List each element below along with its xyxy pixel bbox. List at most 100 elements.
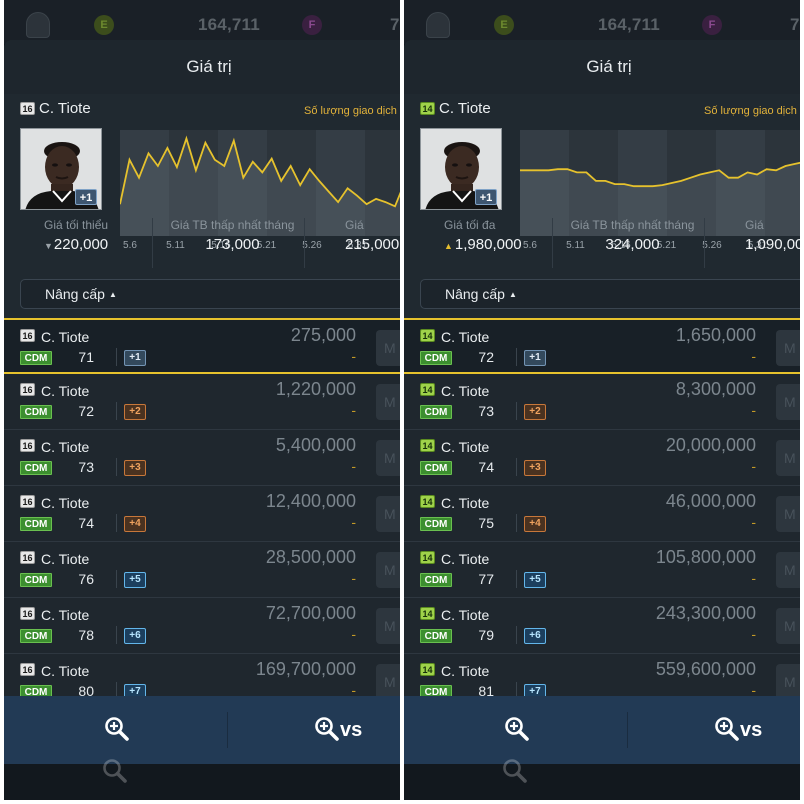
row-divider bbox=[516, 348, 517, 366]
price-value: 46,000,000 bbox=[665, 491, 756, 511]
zoom-in-button[interactable] bbox=[504, 716, 530, 742]
row-divider bbox=[116, 458, 117, 476]
trend-arrow-icon: ▼ bbox=[44, 241, 53, 251]
compare-button[interactable]: vs bbox=[314, 716, 362, 747]
row-action-button[interactable]: M bbox=[376, 496, 400, 532]
price-change: - bbox=[751, 348, 756, 364]
list-item[interactable]: 14 C. Tiote CDM 75 +4 46,000,000 - M bbox=[404, 486, 800, 542]
background-top-bar: E 164,711 F 7 bbox=[404, 0, 800, 44]
stat-label: Giá tối thiểu bbox=[44, 218, 109, 232]
row-action-button[interactable]: M bbox=[776, 496, 800, 532]
chart-area bbox=[520, 162, 800, 236]
list-item[interactable]: 14 C. Tiote CDM 77 +5 105,800,000 - M bbox=[404, 542, 800, 598]
list-item[interactable]: 14 C. Tiote CDM 74 +3 20,000,000 - M bbox=[404, 430, 800, 486]
bottom-action-bar: vs bbox=[4, 696, 400, 764]
stat-value-text: 220,000 bbox=[53, 236, 109, 253]
position-badge: CDM bbox=[20, 405, 52, 419]
stat-min-max-price: Giá tối đa ▲ 1,980,000 bbox=[444, 218, 522, 268]
position-badge: CDM bbox=[20, 351, 52, 365]
row-divider bbox=[516, 514, 517, 532]
upgrade-sort-button[interactable]: Nâng cấp ▲ bbox=[420, 279, 800, 309]
list-item[interactable]: 16 C. Tiote CDM 72 +2 1,220,000 - M bbox=[4, 374, 400, 430]
season-badge-icon: 14 bbox=[420, 663, 435, 676]
list-item[interactable]: 16 C. Tiote CDM 71 +1 275,000 - M bbox=[4, 318, 400, 374]
overall-rating: 73 bbox=[78, 459, 94, 475]
chart-x-tick: 5.11 bbox=[166, 240, 185, 251]
overall-rating: 73 bbox=[478, 403, 494, 419]
player-face-icon bbox=[21, 129, 101, 209]
chart-band bbox=[520, 130, 569, 236]
upgrade-label: Nâng cấp bbox=[445, 286, 505, 302]
row-action-button[interactable]: M bbox=[776, 552, 800, 588]
player-name: C. Tiote bbox=[441, 663, 490, 679]
trend-arrow-icon: ▲ bbox=[444, 241, 453, 251]
price-value: 8,300,000 bbox=[675, 379, 756, 399]
price-value: 5,400,000 bbox=[275, 435, 356, 455]
stat-label: Giá bbox=[745, 218, 764, 232]
zoom-in-button[interactable] bbox=[104, 716, 130, 742]
row-action-button[interactable]: M bbox=[376, 664, 400, 700]
chart-x-tick: 5.16 bbox=[211, 240, 231, 251]
player-name: C. Tiote bbox=[441, 329, 490, 345]
badge-f: F bbox=[702, 15, 722, 35]
player-name: C. Tiote bbox=[41, 495, 90, 511]
badge-f: F bbox=[302, 15, 322, 35]
background-top-bar: E 164,711 F 7 bbox=[4, 0, 400, 44]
price-value: 105,800,000 bbox=[655, 547, 756, 567]
upgrade-price-list: 14 C. Tiote CDM 72 +1 1,650,000 - M 14 C. Tiote CD… bbox=[404, 318, 800, 710]
ghost-zoom-icon bbox=[103, 759, 127, 783]
overall-rating: 80 bbox=[78, 683, 94, 699]
stat-label: Giá bbox=[345, 218, 364, 232]
stat-value: ▲ 1,980,000 bbox=[444, 236, 522, 253]
row-action-button[interactable]: M bbox=[376, 552, 400, 588]
overall-rating: 79 bbox=[478, 627, 494, 643]
row-action-button[interactable]: M bbox=[776, 664, 800, 700]
compare-button[interactable]: vs bbox=[714, 716, 762, 747]
upgrade-level-badge: +5 bbox=[524, 572, 546, 588]
upgrade-level-badge: +4 bbox=[524, 516, 546, 532]
season-badge-icon: 14 bbox=[420, 439, 435, 452]
row-divider bbox=[116, 402, 117, 420]
bottom-action-bar: vs bbox=[404, 696, 800, 764]
upgrade-level-badge: +3 bbox=[124, 460, 146, 476]
background-ghost-icons bbox=[4, 759, 400, 800]
list-item[interactable]: 14 C. Tiote CDM 72 +1 1,650,000 - M bbox=[404, 318, 800, 374]
overall-rating: 72 bbox=[478, 349, 494, 365]
row-divider bbox=[116, 626, 117, 644]
row-action-button[interactable]: M bbox=[776, 608, 800, 644]
position-badge: CDM bbox=[420, 405, 452, 419]
row-divider bbox=[116, 348, 117, 366]
list-item[interactable]: 14 C. Tiote CDM 79 +6 243,300,000 - M bbox=[404, 598, 800, 654]
stat-current-price: Giá 1,090,000 bbox=[704, 218, 800, 268]
price-change: - bbox=[351, 514, 356, 530]
screen-right: E 164,711 F 7 Giá trị 14 C. Tiote Số lượn… bbox=[404, 0, 800, 800]
list-item[interactable]: 16 C. Tiote CDM 78 +6 72,700,000 - M bbox=[4, 598, 400, 654]
row-action-button[interactable]: M bbox=[376, 608, 400, 644]
chart-x-tick: 5.26 bbox=[302, 240, 322, 251]
row-action-button[interactable]: M bbox=[776, 440, 800, 476]
list-item[interactable]: 16 C. Tiote CDM 76 +5 28,500,000 - M bbox=[4, 542, 400, 598]
overall-rating: 77 bbox=[478, 571, 494, 587]
stat-value: 1,090,000 bbox=[745, 236, 800, 253]
price-change: - bbox=[751, 458, 756, 474]
chart-band bbox=[267, 130, 316, 236]
list-item[interactable]: 16 C. Tiote CDM 73 +3 5,400,000 - M bbox=[4, 430, 400, 486]
zoom-compare-icon bbox=[715, 717, 739, 741]
price-modal: Giá trị 16 C. Tiote Số lượng giao dịch +1… bbox=[4, 40, 400, 800]
coin-balance: 164,711 bbox=[198, 15, 260, 34]
chart-band bbox=[365, 130, 400, 236]
row-action-button[interactable]: M bbox=[376, 440, 400, 476]
upgrade-sort-button[interactable]: Nâng cấp ▲ bbox=[20, 279, 400, 309]
manager-avatar-icon bbox=[426, 12, 450, 38]
player-name: C. Tiote bbox=[41, 383, 90, 399]
position-badge: CDM bbox=[420, 461, 452, 475]
row-action-button[interactable]: M bbox=[376, 384, 400, 420]
row-action-button[interactable]: M bbox=[376, 330, 400, 366]
list-item[interactable]: 16 C. Tiote CDM 74 +4 12,400,000 - M bbox=[4, 486, 400, 542]
player-name: C. Tiote bbox=[41, 663, 90, 679]
list-item[interactable]: 14 C. Tiote CDM 73 +2 8,300,000 - M bbox=[404, 374, 800, 430]
zoom-compare-icon bbox=[315, 717, 339, 741]
top-bar-overflow-text: 7 bbox=[790, 15, 800, 34]
row-action-button[interactable]: M bbox=[776, 330, 800, 366]
row-action-button[interactable]: M bbox=[776, 384, 800, 420]
